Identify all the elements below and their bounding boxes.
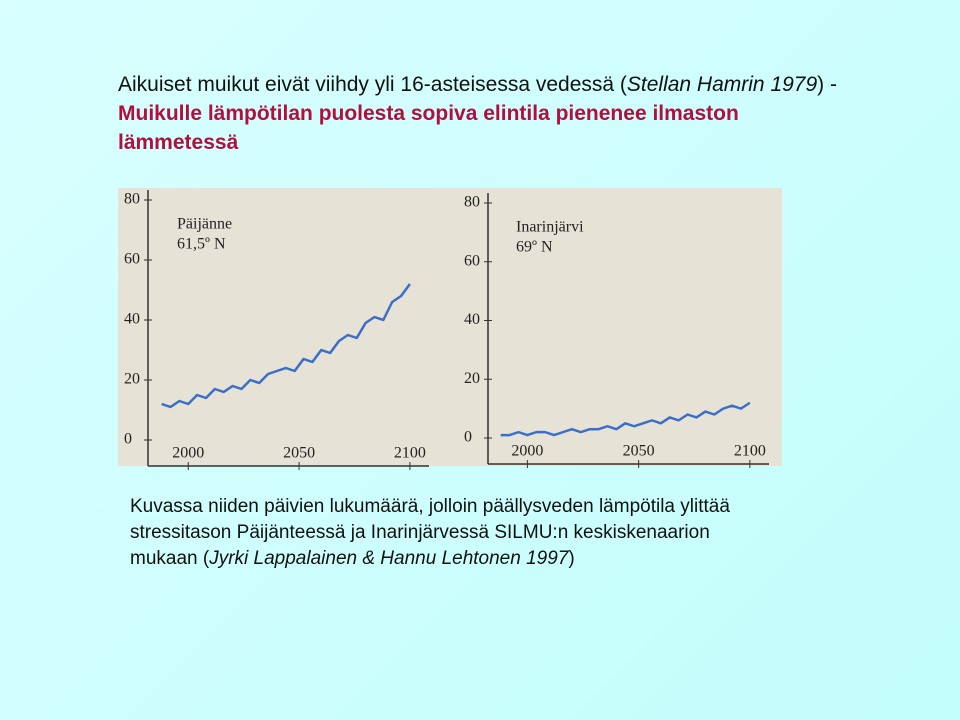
caption-text: ) (568, 548, 575, 569)
data-line (500, 401, 751, 437)
caption-text: Kuvassa niiden päivien lukumäärä, jolloi… (130, 496, 730, 569)
chart-background (118, 188, 782, 466)
annotation: Päijänne (177, 216, 232, 233)
annotation: Inarinjärvi (516, 219, 584, 236)
x-tick-label: 2000 (172, 445, 204, 462)
data-line (161, 283, 411, 409)
y-tick-label: 40 (124, 311, 140, 328)
annotation: 61,5º N (177, 236, 226, 253)
heading-text: Aikuiset muikut eivät viihdy yli 16-aste… (118, 73, 627, 96)
heading-text: ) - (817, 73, 837, 96)
heading-highlight: Muikulle lämpötilan puolesta sopiva elin… (118, 102, 739, 154)
y-tick-label: 60 (464, 252, 480, 269)
y-tick-label: 80 (464, 194, 480, 211)
heading: Aikuiset muikut eivät viihdy yli 16-aste… (118, 70, 858, 157)
y-tick-label: 40 (464, 311, 480, 328)
y-tick-label: 20 (464, 370, 480, 387)
x-tick-label: 2100 (394, 445, 426, 462)
y-tick-label: 0 (464, 429, 472, 446)
annotation: 69º N (516, 239, 553, 256)
y-tick-label: 20 (124, 371, 140, 388)
caption-citation: Jyrki Lappalainen & Hannu Lehtonen 1997 (209, 548, 569, 569)
x-tick-label: 2000 (511, 443, 543, 460)
y-tick-label: 0 (124, 431, 132, 448)
heading-citation: Stellan Hamrin 1979 (626, 73, 818, 96)
caption: Kuvassa niiden päivien lukumäärä, jolloi… (130, 494, 770, 572)
y-tick-label: 80 (124, 191, 140, 208)
y-tick-label: 60 (124, 251, 140, 268)
x-tick-label: 2050 (283, 445, 315, 462)
x-tick-label: 2100 (734, 443, 766, 460)
x-tick-label: 2050 (623, 443, 655, 460)
